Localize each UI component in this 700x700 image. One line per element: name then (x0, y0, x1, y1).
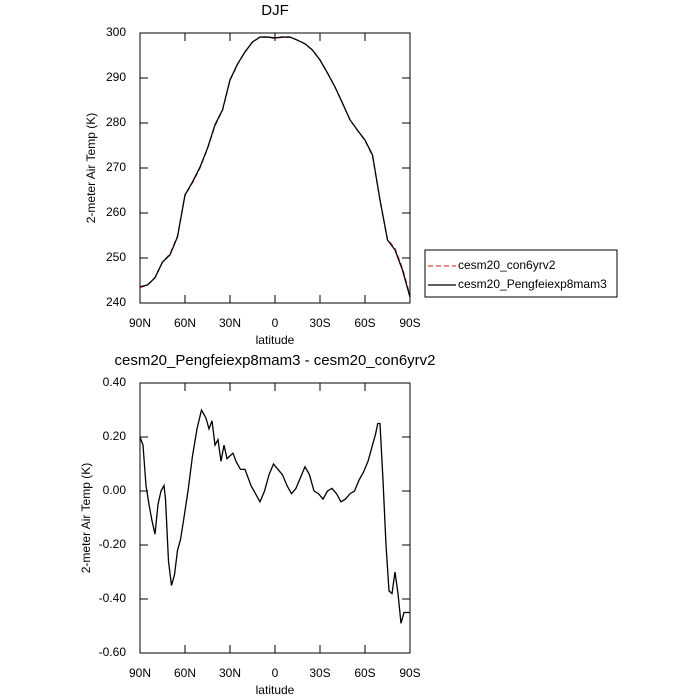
y-tick-label: -0.20 (99, 537, 127, 551)
chart-title: DJF (261, 2, 289, 19)
data-line (139, 36, 411, 296)
y-axis-label: 2-meter Air Temp (K) (84, 113, 98, 223)
y-tick-label: 240 (106, 295, 126, 309)
x-axis-label: latitude (256, 683, 295, 697)
data-line (139, 408, 410, 624)
y-axis-label: 2-meter Air Temp (K) (79, 463, 93, 573)
y-tick-label: 300 (106, 25, 126, 39)
y-tick-label: 250 (106, 250, 126, 264)
x-tick-label: 30S (309, 316, 330, 330)
x-tick-label: 30S (309, 666, 330, 680)
legend-label: cesm20_Pengfeiexp8mam3 (458, 277, 607, 291)
y-tick-label: 270 (106, 160, 126, 174)
x-tick-label: 60S (354, 316, 375, 330)
x-axis-label: latitude (256, 333, 295, 347)
y-tick-label: -0.40 (99, 591, 127, 605)
x-tick-label: 90N (129, 316, 151, 330)
x-tick-label: 90S (399, 316, 420, 330)
y-tick-label: 280 (106, 115, 126, 129)
y-tick-label: 260 (106, 205, 126, 219)
y-tick-label: 290 (106, 70, 126, 84)
plot-frame (139, 32, 411, 304)
chart-title: cesm20_Pengfeiexp8mam3 - cesm20_con6yrv2 (115, 352, 436, 369)
x-tick-label: 60N (174, 666, 196, 680)
x-tick-label: 60N (174, 316, 196, 330)
y-tick-label: 0.20 (103, 429, 127, 443)
x-tick-label: 90S (399, 666, 420, 680)
x-tick-label: 30N (219, 666, 241, 680)
x-tick-label: 60S (354, 666, 375, 680)
y-tick-label: 0.40 (103, 375, 127, 389)
y-tick-label: -0.60 (99, 645, 127, 659)
x-tick-label: 0 (272, 316, 279, 330)
data-line (139, 36, 411, 298)
legend-label: cesm20_con6yrv2 (458, 258, 556, 272)
plot-frame (139, 382, 411, 654)
x-tick-label: 90N (129, 666, 151, 680)
x-tick-label: 30N (219, 316, 241, 330)
legend-box (424, 249, 618, 298)
x-tick-label: 0 (272, 666, 279, 680)
y-tick-label: 0.00 (103, 483, 127, 497)
